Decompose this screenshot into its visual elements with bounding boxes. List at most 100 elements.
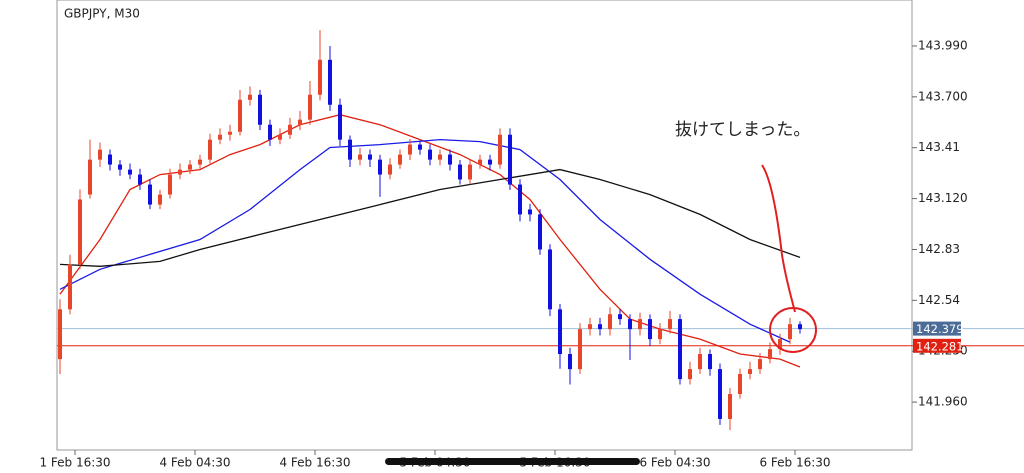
price-label: 142.379 bbox=[916, 322, 964, 336]
candle-body bbox=[648, 319, 652, 340]
candle-body bbox=[318, 59, 322, 95]
x-tick-label: 1 Feb 16:30 bbox=[39, 456, 110, 470]
y-tick-label: 143.700 bbox=[918, 89, 968, 103]
plot-layer: 143.990 143.700 143.41 143.120 142.83 142.54 1… bbox=[39, 30, 1024, 470]
plot-frame bbox=[56, 0, 913, 451]
candle-body bbox=[688, 369, 692, 380]
hand-drawn-circle bbox=[769, 307, 817, 353]
price-label-box bbox=[913, 321, 961, 336]
candle-body bbox=[98, 149, 102, 160]
price-label: 142.281 bbox=[916, 339, 964, 353]
candle-body bbox=[608, 314, 612, 330]
candle-body bbox=[498, 134, 502, 165]
candle-body bbox=[768, 349, 772, 360]
candle-body bbox=[728, 394, 732, 419]
annotation: 抜けてしまった。 bbox=[675, 120, 810, 140]
candle-body bbox=[788, 324, 792, 340]
scrollbar[interactable] bbox=[385, 458, 640, 465]
candle-body bbox=[248, 94, 252, 100]
candle-body bbox=[78, 199, 82, 265]
candle-body bbox=[88, 159, 92, 195]
moving-average-line bbox=[59, 168, 801, 267]
y-tick-label: 143.41 bbox=[918, 140, 960, 154]
candle-body bbox=[718, 369, 722, 419]
candle-body bbox=[408, 144, 412, 155]
candle-body bbox=[328, 59, 332, 105]
candle-body bbox=[188, 164, 192, 170]
moving-average-line bbox=[59, 138, 791, 343]
candle-body bbox=[178, 169, 182, 175]
candle-body bbox=[368, 154, 372, 160]
x-tick-label: 4 Feb 16:30 bbox=[279, 456, 350, 470]
candle-body bbox=[338, 104, 342, 140]
candle-body bbox=[428, 149, 432, 160]
x-tick-label: 6 Feb 16:30 bbox=[759, 456, 830, 470]
candle-body bbox=[308, 94, 312, 120]
candle-body bbox=[358, 154, 362, 160]
candle-body bbox=[288, 124, 292, 135]
y-tick-label: 142.54 bbox=[918, 293, 960, 307]
candle-body bbox=[68, 264, 72, 310]
candle-body bbox=[268, 124, 272, 140]
x-tick-label: 4 Feb 04:30 bbox=[159, 456, 230, 470]
candle-body bbox=[258, 94, 262, 125]
candle-body bbox=[448, 154, 452, 165]
candle-body bbox=[438, 154, 442, 160]
candle-body bbox=[108, 154, 112, 165]
hand-drawn-arrow bbox=[761, 164, 796, 313]
candle-body bbox=[198, 159, 202, 165]
y-tick-label: 141.960 bbox=[918, 395, 968, 409]
candle-body bbox=[738, 374, 742, 395]
candle-body bbox=[518, 184, 522, 215]
chart-title: GBPJPY, M30 bbox=[64, 7, 140, 21]
candle-body bbox=[698, 354, 702, 370]
candle-body bbox=[798, 324, 802, 330]
candle-body bbox=[418, 144, 422, 150]
candle-body bbox=[218, 134, 222, 140]
candle-body bbox=[538, 214, 542, 250]
candle-body bbox=[208, 139, 212, 160]
candle-body bbox=[528, 209, 532, 215]
candle-body bbox=[668, 319, 672, 330]
candle-body bbox=[458, 164, 462, 180]
candle-body bbox=[488, 159, 492, 165]
candle-body bbox=[238, 99, 242, 132]
candle-body bbox=[588, 324, 592, 330]
candle-body bbox=[748, 369, 752, 375]
candle-body bbox=[168, 174, 172, 195]
candle-body bbox=[128, 169, 132, 175]
price-label-box bbox=[913, 338, 961, 353]
candle-body bbox=[628, 319, 632, 330]
candle-body bbox=[398, 154, 402, 165]
candle-body bbox=[118, 164, 122, 170]
candle-body bbox=[638, 319, 642, 330]
candle-body bbox=[578, 329, 582, 370]
y-tick-label: 143.990 bbox=[918, 38, 968, 52]
candle-body bbox=[708, 354, 712, 370]
candle-body bbox=[138, 174, 142, 185]
candle-body bbox=[298, 119, 302, 125]
candle-body bbox=[548, 249, 552, 310]
candle-body bbox=[58, 309, 62, 360]
candle-body bbox=[618, 314, 622, 320]
candle-body bbox=[388, 164, 392, 175]
candle-body bbox=[778, 339, 782, 350]
x-tick-label: 6 Feb 04:30 bbox=[639, 456, 710, 470]
candle-body bbox=[658, 329, 662, 340]
candle-body bbox=[558, 309, 562, 355]
y-tick-label: 143.120 bbox=[918, 191, 968, 205]
candle-body bbox=[378, 159, 382, 175]
candle-body bbox=[228, 131, 232, 135]
candle-body bbox=[468, 164, 472, 180]
candle-body bbox=[278, 134, 282, 140]
candle-body bbox=[158, 194, 162, 205]
candle-body bbox=[478, 159, 482, 165]
candle-body bbox=[348, 139, 352, 160]
candle-body bbox=[568, 354, 572, 370]
y-tick-label: 142.83 bbox=[918, 242, 960, 256]
candle-body bbox=[598, 324, 602, 330]
candle-body bbox=[148, 184, 152, 205]
candle-body bbox=[678, 319, 682, 380]
candle-body bbox=[508, 134, 512, 185]
